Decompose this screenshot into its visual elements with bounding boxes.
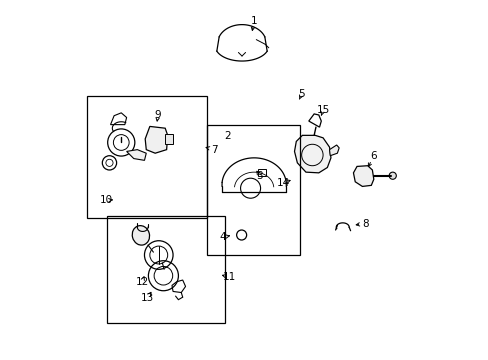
Text: 14: 14	[277, 177, 290, 188]
Bar	[257, 169, 265, 176]
Polygon shape	[126, 150, 146, 160]
Bar	[87, 96, 206, 217]
Text: 12: 12	[135, 277, 148, 287]
Text: 8: 8	[361, 219, 368, 229]
Polygon shape	[145, 126, 167, 153]
Polygon shape	[353, 166, 373, 186]
Circle shape	[388, 172, 395, 179]
Bar	[206, 125, 299, 255]
Text: 3: 3	[256, 171, 263, 181]
Text: 13: 13	[140, 293, 153, 303]
Text: 11: 11	[223, 272, 236, 282]
Polygon shape	[294, 135, 330, 173]
Text: 15: 15	[316, 105, 329, 115]
Text: 10: 10	[100, 195, 113, 205]
Text: 4: 4	[219, 232, 226, 242]
Polygon shape	[329, 145, 339, 156]
Text: 2: 2	[224, 131, 230, 141]
Bar	[165, 134, 173, 144]
Text: 5: 5	[298, 89, 305, 99]
Ellipse shape	[132, 226, 149, 245]
Text: 9: 9	[154, 110, 161, 120]
Bar	[107, 216, 224, 323]
Text: 1: 1	[250, 16, 257, 26]
Text: 6: 6	[370, 151, 376, 161]
Text: 7: 7	[210, 145, 217, 155]
